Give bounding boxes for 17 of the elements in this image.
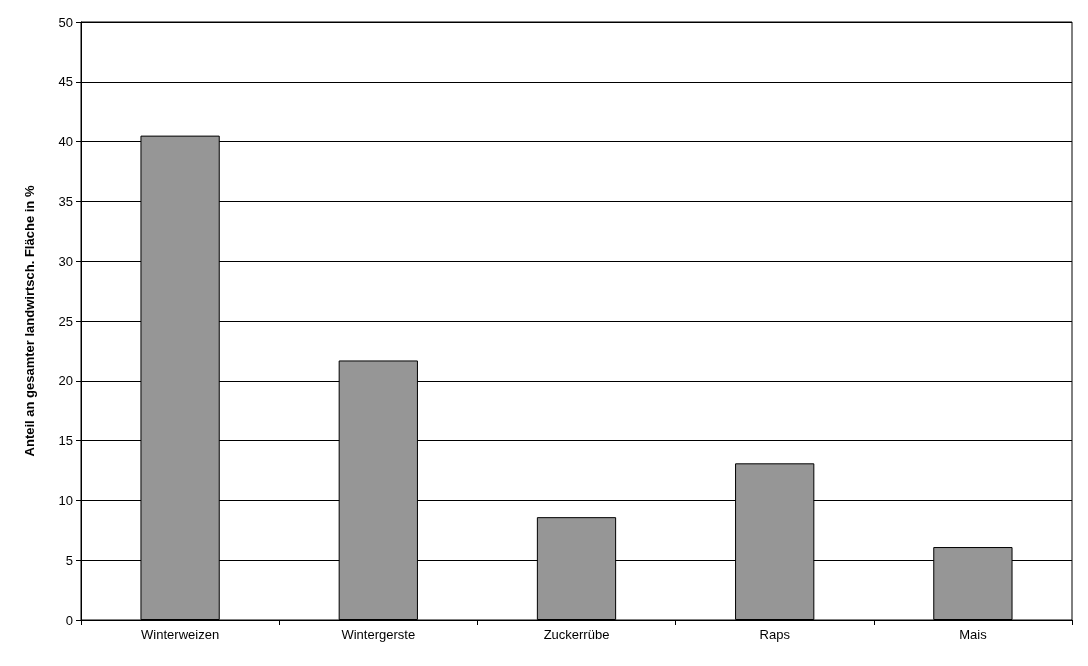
y-tick-label: 25 (58, 313, 73, 329)
y-tick-label: 40 (58, 134, 73, 150)
y-tick-label: 10 (58, 492, 73, 508)
x-tick-label: Wintergerste (341, 627, 416, 642)
x-tick-label: Winterweizen (141, 627, 220, 642)
y-tick-label: 0 (65, 612, 73, 628)
y-tick-label: 45 (58, 74, 73, 90)
y-tick-label: 5 (65, 552, 73, 568)
x-tick-label: Mais (959, 627, 988, 642)
y-tick-label: 15 (58, 433, 73, 449)
x-tick-label: Raps (759, 627, 791, 642)
y-tick-label: 35 (58, 193, 73, 209)
y-axis-title: Anteil an gesamter landwirtsch. Fläche in % (22, 185, 37, 457)
x-tick-label: Zuckerrübe (543, 627, 610, 642)
y-tick-label: 20 (58, 373, 73, 389)
y-tick-label: 30 (58, 253, 73, 269)
y-tick-label: 50 (58, 14, 73, 30)
